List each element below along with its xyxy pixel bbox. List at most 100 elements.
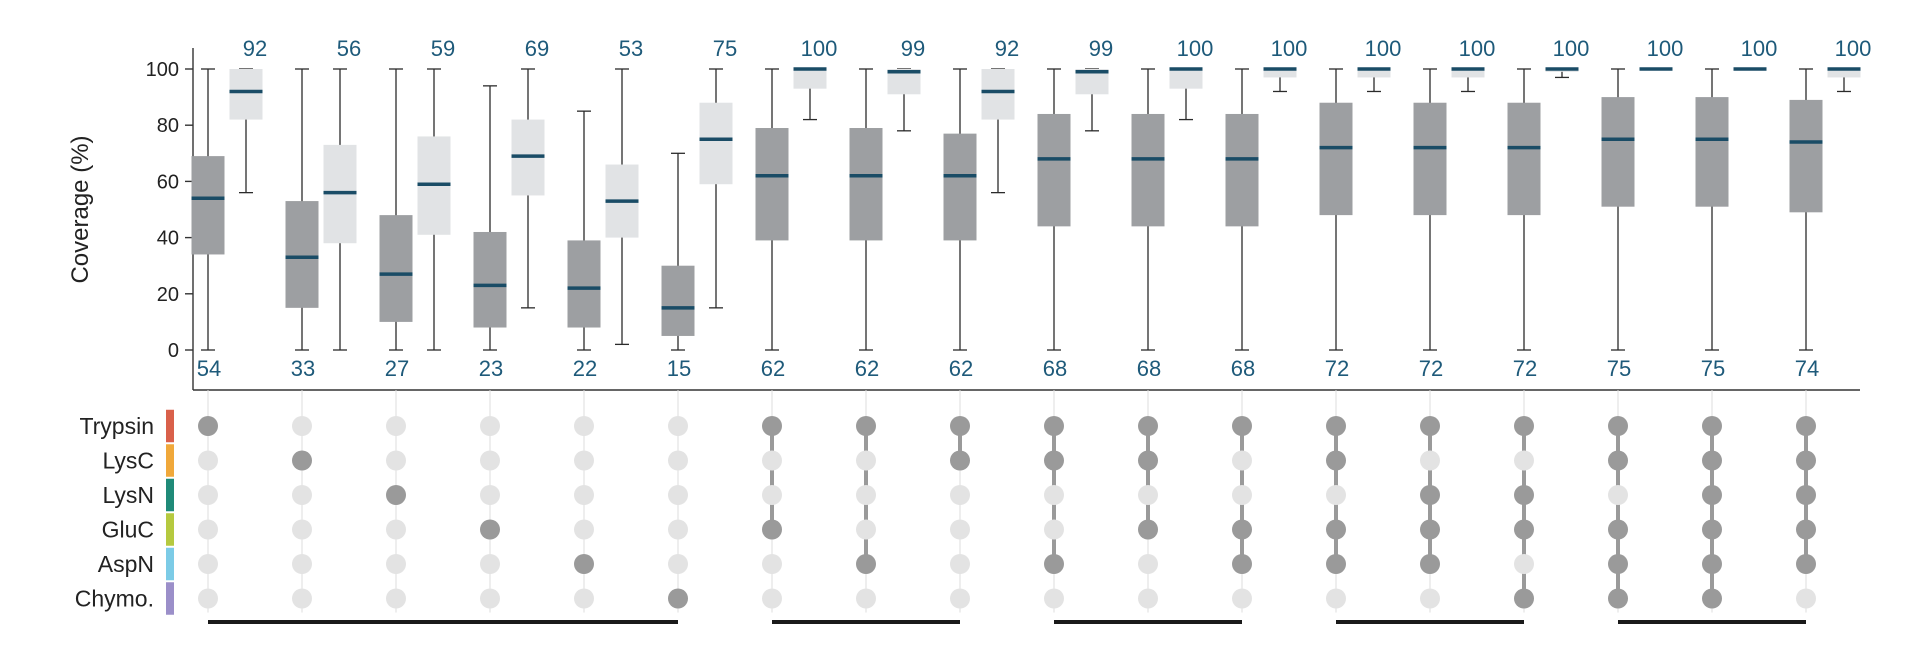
enzyme-dot-active: [1420, 485, 1440, 505]
light-median-label: 100: [1741, 36, 1778, 61]
enzyme-dot-inactive: [386, 450, 406, 471]
enzyme-dot-inactive: [198, 588, 218, 609]
enzyme-dot-inactive: [668, 416, 688, 436]
enzyme-dot-active: [1514, 485, 1534, 505]
enzyme-dot-inactive: [480, 450, 500, 471]
dark-median-label: 68: [1043, 356, 1067, 381]
enzyme-dot-inactive: [198, 519, 218, 540]
dark-median-label: 68: [1231, 356, 1255, 381]
enzyme-dot-inactive: [1608, 485, 1628, 505]
dark-iqr-rect: [473, 231, 507, 328]
enzyme-dot-active: [856, 416, 876, 436]
enzyme-dot-active: [1232, 554, 1252, 574]
enzyme-dot-inactive: [950, 485, 970, 505]
dark-median-label: 62: [761, 356, 785, 381]
light-iqr-rect: [1263, 69, 1297, 78]
enzyme-dot-active: [1702, 450, 1722, 471]
y-tick-label: 20: [157, 284, 179, 306]
enzyme-dot-inactive: [292, 485, 312, 505]
light-box: [793, 67, 827, 121]
light-box: [1827, 67, 1861, 93]
enzyme-color-strip: [166, 444, 174, 477]
light-box: [887, 68, 921, 132]
light-box: [1639, 67, 1673, 71]
dark-box: [1695, 68, 1729, 351]
dark-box: [1037, 68, 1071, 351]
enzyme-dot-inactive: [480, 554, 500, 574]
dark-iqr-rect: [1319, 102, 1353, 216]
enzyme-dot-active: [1044, 416, 1064, 436]
dark-box: [1507, 68, 1541, 351]
light-box: [1733, 67, 1767, 71]
enzyme-color-strip: [166, 409, 174, 443]
dark-iqr-rect: [191, 156, 225, 255]
dark-median-label: 72: [1419, 356, 1443, 381]
enzyme-dot-inactive: [1044, 485, 1064, 505]
dark-box: [943, 68, 977, 351]
light-box: [229, 68, 263, 194]
enzyme-dot-inactive: [762, 554, 782, 574]
dark-iqr-rect: [943, 133, 977, 241]
enzyme-dot-inactive: [1326, 485, 1346, 505]
enzyme-dot-inactive: [668, 519, 688, 540]
light-box: [981, 68, 1015, 194]
enzyme-dot-active: [1138, 450, 1158, 471]
light-median-label: 69: [525, 36, 549, 61]
enzyme-dot-active: [1796, 519, 1816, 540]
enzyme-dot-active: [668, 588, 688, 609]
dark-median-label: 15: [667, 356, 691, 381]
dark-median-label: 72: [1513, 356, 1537, 381]
enzyme-dot-active: [1044, 554, 1064, 574]
enzyme-dot-active: [1608, 519, 1628, 540]
enzyme-dot-inactive: [762, 588, 782, 609]
enzyme-dot-active: [1138, 416, 1158, 436]
light-box: [1263, 67, 1297, 93]
enzyme-dot-active: [762, 519, 782, 540]
enzyme-dot-inactive: [1044, 588, 1064, 609]
enzyme-dot-inactive: [480, 485, 500, 505]
light-box: [1075, 68, 1109, 132]
enzyme-label: LysN: [102, 482, 154, 508]
enzyme-dot-inactive: [1232, 485, 1252, 505]
enzyme-dot-active: [1420, 416, 1440, 436]
enzyme-dot-active: [1044, 450, 1064, 471]
dark-box: [473, 85, 507, 351]
enzyme-dot-active: [1608, 450, 1628, 471]
dark-box: [661, 152, 695, 351]
enzyme-dot-inactive: [198, 450, 218, 471]
enzyme-dot-active: [1514, 416, 1534, 436]
light-median-label: 100: [801, 36, 838, 61]
enzyme-dot-active: [292, 450, 312, 471]
dark-median-label: 22: [573, 356, 597, 381]
enzyme-dot-active: [1702, 416, 1722, 436]
enzyme-dot-active: [1232, 519, 1252, 540]
light-box: [511, 68, 545, 309]
enzyme-dot-inactive: [1796, 588, 1816, 609]
enzyme-dot-inactive: [762, 485, 782, 505]
enzyme-label: AspN: [98, 551, 154, 577]
dark-median-label: 68: [1137, 356, 1161, 381]
enzyme-dot-active: [1608, 588, 1628, 609]
enzyme-dot-inactive: [1044, 519, 1064, 540]
dark-iqr-rect: [1601, 97, 1635, 207]
enzyme-dot-inactive: [386, 519, 406, 540]
dark-box: [191, 68, 225, 351]
enzyme-dot-inactive: [1232, 450, 1252, 471]
enzyme-color-strip: [166, 582, 174, 615]
light-median-label: 100: [1177, 36, 1214, 61]
dark-iqr-rect: [285, 201, 319, 308]
y-tick-label: 100: [146, 59, 179, 81]
enzyme-dot-active: [1702, 519, 1722, 540]
enzyme-dot-inactive: [292, 519, 312, 540]
light-iqr-rect: [1451, 69, 1485, 78]
light-median-label: 100: [1365, 36, 1402, 61]
light-median-label: 92: [243, 36, 267, 61]
enzyme-dot-active: [1420, 554, 1440, 574]
enzyme-color-strip: [166, 547, 174, 581]
light-median-label: 100: [1553, 36, 1590, 61]
dark-iqr-rect: [1131, 113, 1165, 227]
enzyme-dot-active: [1514, 519, 1534, 540]
y-tick-label: 80: [157, 115, 179, 137]
dark-median-label: 62: [855, 356, 879, 381]
dark-box: [1131, 68, 1165, 351]
